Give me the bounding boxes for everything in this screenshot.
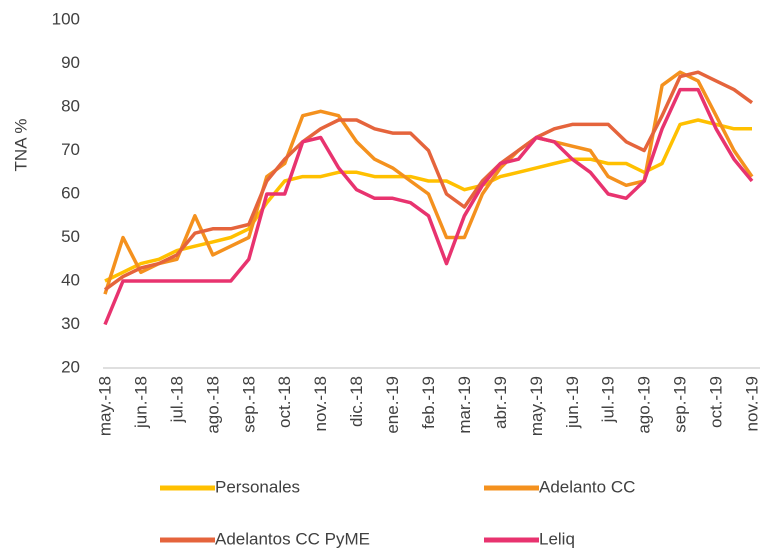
y-tick-label: 80 bbox=[61, 96, 80, 115]
x-tick-label: ago.-19 bbox=[635, 376, 654, 434]
x-tick-label: dic.-18 bbox=[347, 376, 366, 427]
series-line bbox=[103, 70, 754, 295]
x-tick-label: jul.-18 bbox=[167, 376, 186, 423]
legend-label: Leliq bbox=[539, 529, 575, 548]
y-tick-label: 60 bbox=[61, 183, 80, 202]
y-tick-label: 50 bbox=[61, 227, 80, 246]
y-tick-label: 30 bbox=[61, 314, 80, 333]
series-line bbox=[103, 70, 754, 292]
x-tick-label: feb.-19 bbox=[419, 376, 438, 429]
x-tick-label: abr.-19 bbox=[491, 376, 510, 429]
x-tick-label: jul.-19 bbox=[599, 376, 618, 423]
x-tick-label: ago.-18 bbox=[203, 376, 222, 434]
legend-label: Adelantos CC PyME bbox=[215, 529, 370, 548]
series-line bbox=[103, 87, 754, 326]
y-tick-label: 20 bbox=[61, 357, 80, 376]
x-tick-label: jun.-18 bbox=[131, 376, 150, 429]
x-tick-label: mar.-19 bbox=[455, 376, 474, 434]
y-tick-label: 70 bbox=[61, 140, 80, 159]
x-tick-label: oct.-19 bbox=[707, 376, 726, 428]
x-tick-label: sep.-19 bbox=[671, 376, 690, 433]
legend-label: Adelanto CC bbox=[539, 477, 635, 496]
y-axis-label: TNA % bbox=[11, 119, 30, 172]
x-tick-label: may.-19 bbox=[527, 376, 546, 436]
x-tick-label: oct.-18 bbox=[275, 376, 294, 428]
x-tick-label: nov.-19 bbox=[742, 376, 761, 431]
y-tick-label: 100 bbox=[52, 9, 80, 28]
x-tick-label: nov.-18 bbox=[311, 376, 330, 431]
y-tick-label: 40 bbox=[61, 270, 80, 289]
legend-label: Personales bbox=[215, 477, 300, 496]
y-tick-label: 90 bbox=[61, 53, 80, 72]
x-tick-label: jun.-19 bbox=[563, 376, 582, 429]
series-line bbox=[104, 118, 752, 283]
x-tick-label: may.-18 bbox=[95, 376, 114, 436]
x-tick-label: ene.-19 bbox=[383, 376, 402, 434]
x-tick-label: sep.-18 bbox=[239, 376, 258, 433]
